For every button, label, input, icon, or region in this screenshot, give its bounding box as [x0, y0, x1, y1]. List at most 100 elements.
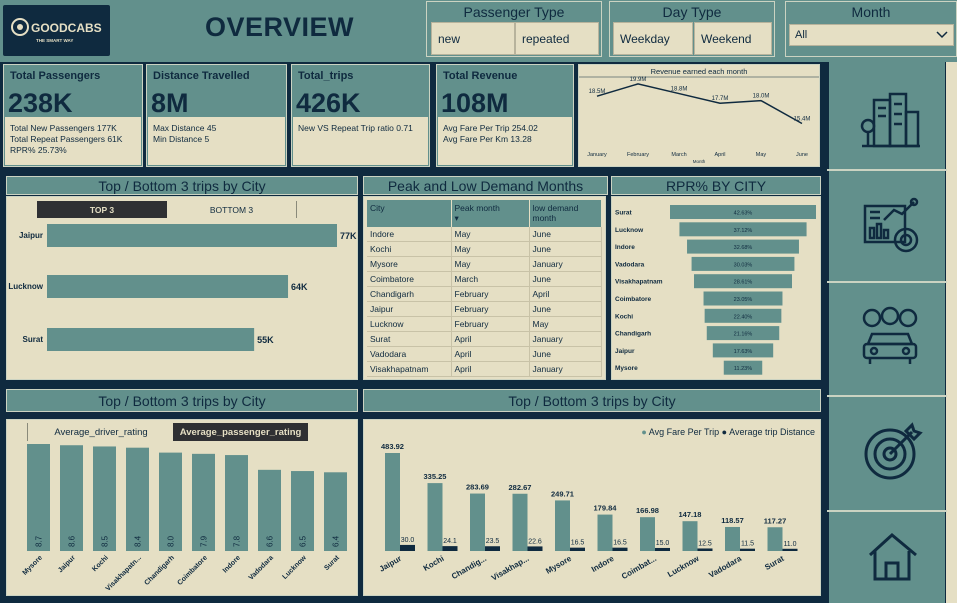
rpr-chart-title: RPR% BY CITY [611, 176, 821, 195]
revenue-x-tick: January [587, 152, 607, 158]
fare-city-label: Indore [590, 554, 616, 574]
table-row[interactable]: Kochi May June [367, 241, 602, 257]
distance-data-label: 11.5 [741, 541, 754, 548]
day-type-label: Day Type [662, 4, 722, 20]
passenger-type-new-button[interactable]: new [431, 22, 515, 55]
top-3-tab[interactable]: TOP 3 [37, 201, 167, 218]
kpi-details: Max Distance 45 Min Distance 5 [148, 117, 285, 165]
target-icon[interactable] [862, 421, 924, 488]
city-icon[interactable] [860, 90, 922, 155]
rating-city-label: Mysore [22, 554, 44, 576]
table-cell: February [451, 301, 530, 317]
table-row[interactable]: Coimbatore March June [367, 271, 602, 287]
demand-table-title: Peak and Low Demand Months [363, 176, 608, 195]
distance-bar [740, 548, 755, 551]
column-header-city[interactable]: City [367, 200, 452, 227]
home-icon[interactable] [866, 531, 920, 588]
kpi-total-revenue: Total Revenue 108M Avg Fare Per Trip 254… [436, 64, 574, 167]
driver-rating-tab[interactable]: Average_driver_rating [27, 423, 174, 441]
kpi-detail-line: Min Distance 5 [153, 134, 210, 144]
table-row[interactable]: Lucknow February May [367, 316, 602, 332]
column-header-label: Peak month [454, 203, 500, 213]
sidebar-divider [827, 510, 947, 512]
table-row[interactable]: Jaipur February June [367, 301, 602, 317]
passenger-rating-tab[interactable]: Average_passenger_rating [173, 423, 308, 441]
rating-data-label: 7.9 [200, 535, 209, 547]
table-cell: January [529, 256, 602, 272]
fare-bar [385, 453, 400, 551]
rpr-data-label: 22.40% [734, 314, 753, 320]
kpi-value: 238K [8, 88, 73, 118]
revenue-line [596, 83, 803, 125]
trip-city-label: Lucknow [8, 282, 43, 291]
column-header-low-month[interactable]: low demand month [529, 200, 602, 227]
rpr-chart-panel: 42.63% Surat 37.12% Lucknow 32.68% Indore 30.0… [611, 196, 821, 380]
passengers-car-icon[interactable] [860, 306, 922, 373]
table-cell: June [529, 271, 602, 287]
table-cell: Lucknow [367, 316, 452, 332]
table-row[interactable]: Surat April January [367, 331, 602, 347]
passenger-type-repeated-button[interactable]: repeated [515, 22, 599, 55]
fare-city-label: Kochi [422, 554, 446, 573]
sidebar-scrollbar[interactable] [945, 62, 957, 603]
fare-bar [597, 514, 613, 551]
passenger-type-slicer: Passenger Type new repeated [426, 1, 602, 57]
table-cell: Jaipur [367, 301, 452, 317]
table-cell: June [529, 301, 602, 317]
rating-data-label: 8.5 [101, 535, 110, 547]
day-type-weekend-button[interactable]: Weekend [694, 22, 772, 55]
analytics-icon[interactable] [862, 196, 924, 261]
column-header-peak-month[interactable]: Peak month ▾ [451, 200, 530, 227]
fare-city-label: Chandig... [450, 554, 488, 581]
kpi-detail-line: Total Repeat Passengers 61K [10, 134, 123, 144]
fare-chart-title: Top / Bottom 3 trips by City [363, 389, 821, 412]
fare-data-label: 335.25 [424, 472, 447, 481]
fare-data-label: 117.27 [764, 516, 787, 525]
rating-bar [93, 446, 116, 551]
table-row[interactable]: Chandigarh February April [367, 286, 602, 302]
rpr-data-label: 30.03% [734, 262, 753, 268]
trip-bar [47, 275, 289, 298]
trip-bar [47, 328, 255, 351]
table-row[interactable]: Indore May June [367, 227, 602, 242]
table-cell: Surat [367, 331, 452, 347]
fare-city-label: Surat [763, 554, 786, 572]
rpr-funnel-bar [706, 326, 780, 341]
table-row[interactable]: Mysore May January [367, 256, 602, 272]
bottom-3-tab[interactable]: BOTTOM 3 [167, 201, 297, 218]
fare-city-label: Visakhap... [490, 554, 531, 583]
fare-data-label: 166.98 [636, 506, 659, 515]
rpr-city-label: Mysore [615, 365, 638, 372]
month-dropdown[interactable]: All [789, 24, 954, 46]
fare-city-label: Lucknow [666, 554, 701, 580]
rpr-data-label: 37.12% [734, 228, 753, 234]
day-type-weekday-button[interactable]: Weekday [613, 22, 693, 55]
rpr-funnel-bar [712, 343, 774, 358]
table-cell: Indore [367, 227, 452, 242]
top-trips-bar-chart: 77K Jaipur 64K Lucknow 55K Surat [8, 224, 357, 351]
rating-city-label: Lucknow [282, 554, 309, 581]
table-row[interactable]: Vadodara April June [367, 346, 602, 362]
distance-bar [400, 544, 415, 551]
table-cell: Coimbatore [367, 271, 452, 287]
rpr-funnel-bar [687, 239, 799, 254]
table-cell: Kochi [367, 241, 452, 257]
rpr-funnel-bar [723, 360, 763, 375]
rating-data-label: 6.6 [266, 535, 275, 547]
fare-bar-chart: 483.92 30.0 Jaipur 335.25 24.1 Kochi 283.69 23.… [378, 442, 798, 583]
table-cell: May [451, 256, 530, 272]
table-row[interactable]: Visakhapatnam April January [367, 361, 602, 377]
distance-data-label: 22.6 [528, 538, 542, 545]
rating-bar [27, 444, 50, 551]
rating-chart-title: Top / Bottom 3 trips by City [6, 389, 358, 412]
table-cell: April [451, 331, 530, 347]
rating-data-label: 7.8 [233, 535, 242, 547]
logo: GOODCABS THE SMART WAY [3, 5, 110, 56]
rating-bar [192, 453, 215, 551]
rpr-funnel-bar [704, 308, 782, 323]
fare-bar [470, 493, 485, 551]
distance-bar [782, 548, 798, 551]
trip-bar-label: 64K [291, 282, 308, 292]
month-label: Month [851, 4, 891, 20]
revenue-data-label: 19.9M [630, 77, 647, 83]
